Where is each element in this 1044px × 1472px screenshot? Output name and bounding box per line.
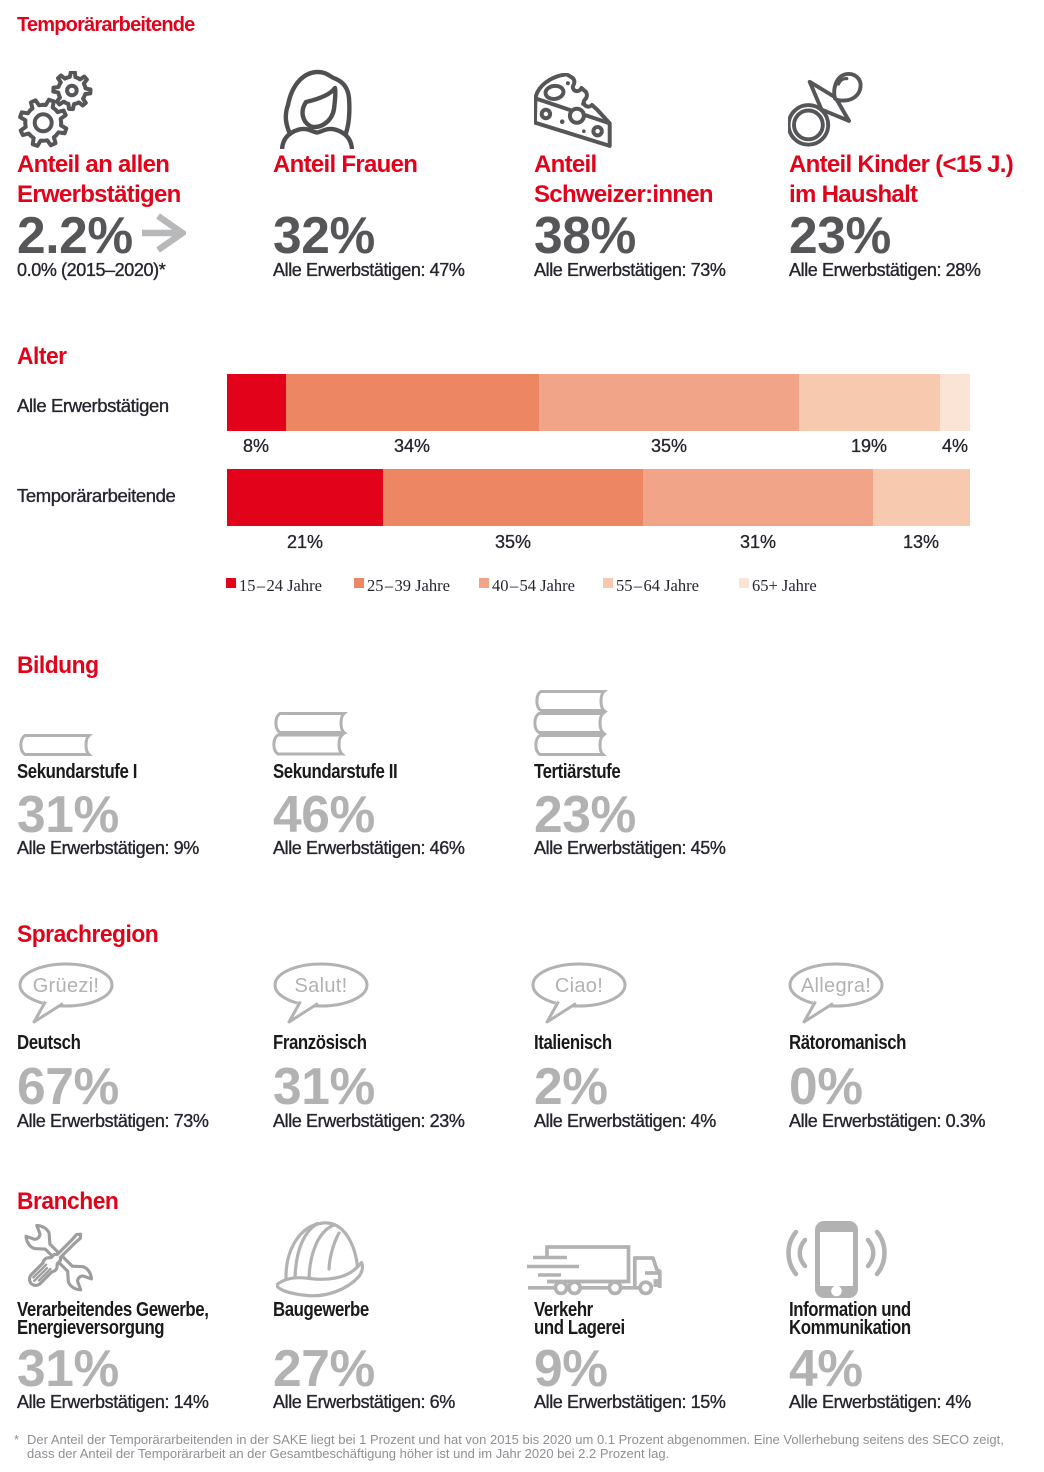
svg-text:Salut!: Salut!	[295, 975, 348, 997]
svg-text:Allegra!: Allegra!	[801, 975, 871, 997]
svg-text:Grüezi!: Grüezi!	[33, 975, 100, 997]
svg-text:Ciao!: Ciao!	[555, 975, 603, 997]
